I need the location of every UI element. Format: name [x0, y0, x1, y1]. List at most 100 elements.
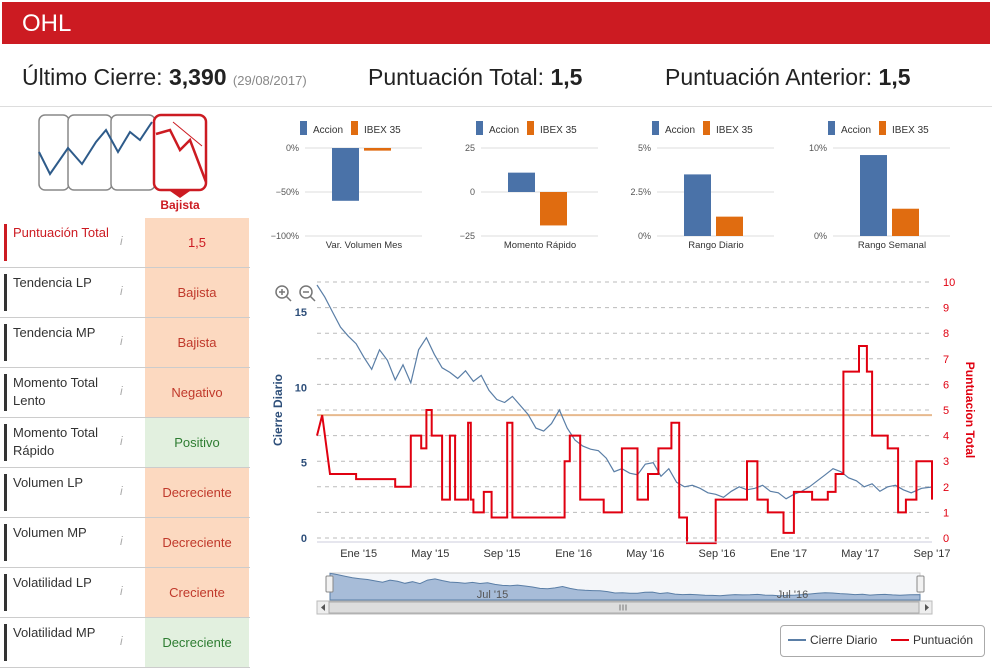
- y-tick-label: −25: [460, 231, 475, 241]
- y-tick-label: 25: [465, 143, 475, 153]
- y-right-tick: 1: [943, 507, 949, 519]
- x-tick-label: May '15: [411, 548, 449, 560]
- bar-accion: [860, 155, 887, 236]
- indicator-label: Volumen LP: [4, 474, 114, 511]
- navigator-label: Jul '15: [477, 589, 508, 601]
- trend-badge: Bajista: [160, 198, 200, 212]
- y-right-tick: 10: [943, 277, 955, 289]
- indicator-label: Tendencia MP: [4, 324, 114, 361]
- indicator-label: Tendencia LP: [4, 274, 114, 311]
- mini-charts: Accion IBEX 35 0% −50% −100% Var. Volumen Mes…: [271, 121, 950, 251]
- bar-accion: [684, 174, 711, 236]
- legend-swatch-accion: [300, 121, 307, 135]
- x-tick-label: Ene '16: [555, 548, 592, 560]
- info-icon[interactable]: i: [120, 584, 123, 598]
- y-left-tick: 10: [295, 382, 307, 394]
- indicator-label: Momento Total Lento: [4, 374, 114, 411]
- zoom-out-mark[interactable]: [303, 291, 316, 302]
- mini-chart-title: Var. Volumen Mes: [326, 240, 403, 251]
- bar-ibex: [540, 192, 567, 226]
- legend-swatch-accion: [652, 121, 659, 135]
- info-icon[interactable]: i: [120, 234, 123, 248]
- indicator-value: Bajista: [145, 268, 249, 317]
- x-tick-label: Sep '17: [914, 548, 951, 560]
- mini-chart-title: Rango Diario: [688, 240, 743, 251]
- puntuacion-anterior: Puntuación Anterior: 1,5: [665, 64, 911, 91]
- navigator-handle-right[interactable]: [916, 575, 925, 593]
- info-icon[interactable]: i: [120, 384, 123, 398]
- indicator-row: Momento Total Rápido i Positivo: [0, 418, 250, 468]
- ultimo-cierre: Último Cierre: 3,390 (29/08/2017): [22, 64, 307, 91]
- legend-swatch-ibex: [703, 121, 710, 135]
- scrollbar-thumb[interactable]: [328, 601, 920, 614]
- y-tick-label: −50%: [276, 187, 299, 197]
- y-left-tick: 5: [301, 458, 307, 470]
- y-right-tick: 7: [943, 354, 949, 366]
- indicator-row: Volumen MP i Decreciente: [0, 518, 250, 568]
- indicator-row: Volatilidad MP i Decreciente: [0, 618, 250, 668]
- ultimo-label: Último Cierre:: [22, 64, 163, 90]
- y-right-tick: 5: [943, 405, 949, 417]
- bar-ibex: [364, 148, 391, 151]
- y-axis-left-label: Cierre Diario: [271, 374, 285, 446]
- legend-accion: Accion: [665, 125, 695, 136]
- x-tick-label: May '16: [626, 548, 664, 560]
- bar-accion: [508, 172, 535, 192]
- indicator-value: Creciente: [145, 568, 249, 617]
- ultimo-value: 3,390: [168, 64, 227, 90]
- scrollbar-grip-icon[interactable]: [619, 604, 627, 611]
- indicator-label: Puntuación Total: [4, 224, 114, 261]
- trend-logo: Bajista: [38, 113, 208, 212]
- info-icon[interactable]: i: [120, 434, 123, 448]
- indicator-label: Volatilidad LP: [4, 574, 114, 611]
- info-icon[interactable]: i: [120, 284, 123, 298]
- zoom-in-mark[interactable]: [279, 289, 292, 302]
- legend-accion: Accion: [841, 125, 871, 136]
- indicator-value: Decreciente: [145, 518, 249, 567]
- zoom-out-icon[interactable]: [299, 285, 316, 302]
- scroll-right-arrow[interactable]: [925, 604, 929, 611]
- legend-accion: Accion: [313, 125, 343, 136]
- puntuacion-total: Puntuación Total: 1,5: [368, 64, 582, 91]
- x-tick-label: Ene '15: [340, 548, 377, 560]
- zoom-in-icon[interactable]: [275, 285, 292, 302]
- y-tick-label: 10%: [809, 143, 827, 153]
- indicator-row: Tendencia LP i Bajista: [0, 268, 250, 318]
- info-icon[interactable]: i: [120, 634, 123, 648]
- info-icon[interactable]: i: [120, 334, 123, 348]
- y-left-tick: 0: [301, 533, 307, 545]
- scroll-left-arrow[interactable]: [321, 604, 325, 611]
- y-right-tick: 0: [943, 533, 949, 545]
- indicator-value: Negativo: [145, 368, 249, 417]
- zoom-out-ring[interactable]: [299, 285, 313, 299]
- indicator-sidebar: Puntuación Total i 1,5 Tendencia LP i Bajista…: [0, 108, 250, 668]
- y-left-tick: 15: [295, 307, 307, 319]
- zoom-in-ring[interactable]: [275, 285, 289, 299]
- navigator-area: [329, 572, 921, 601]
- legend-swatch-ibex: [879, 121, 886, 135]
- x-tick-label: Ene '17: [770, 548, 807, 560]
- indicator-row: Momento Total Lento i Negativo: [0, 368, 250, 418]
- info-icon[interactable]: i: [120, 484, 123, 498]
- legend-score-label[interactable]: Puntuación: [913, 633, 973, 647]
- navigator-label: Jul '16: [777, 589, 808, 601]
- summary-bar: Último Cierre: 3,390 (29/08/2017) Puntua…: [0, 46, 992, 107]
- mini-legend: Accion IBEX 35: [300, 121, 401, 136]
- mini-chart: Accion IBEX 35 0% −50% −100% Var. Volumen Mes: [271, 121, 422, 251]
- bar-ibex: [892, 208, 919, 236]
- y-right-tick: 3: [943, 456, 949, 468]
- indicator-row: Volumen LP i Decreciente: [0, 468, 250, 518]
- navigator-handle-left[interactable]: [325, 575, 334, 593]
- indicator-value: 1,5: [145, 218, 249, 267]
- legend-price-label[interactable]: Cierre Diario: [810, 633, 878, 647]
- info-icon[interactable]: i: [120, 534, 123, 548]
- y-tick-label: 0: [470, 187, 475, 197]
- legend-swatch-ibex: [351, 121, 358, 135]
- legend-swatch-accion: [828, 121, 835, 135]
- y-tick-label: 2.5%: [630, 187, 651, 197]
- legend-ibex: IBEX 35: [540, 125, 577, 136]
- legend-ibex: IBEX 35: [892, 125, 929, 136]
- indicator-value: Bajista: [145, 318, 249, 367]
- bar-ibex: [716, 216, 743, 236]
